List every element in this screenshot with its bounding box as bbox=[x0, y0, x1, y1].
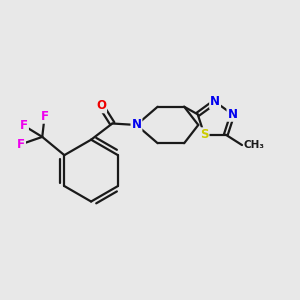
Text: O: O bbox=[96, 99, 106, 112]
Text: F: F bbox=[40, 110, 49, 123]
Text: N: N bbox=[227, 108, 237, 121]
Text: N: N bbox=[210, 95, 220, 108]
Text: F: F bbox=[20, 119, 28, 132]
Text: N: N bbox=[131, 118, 142, 131]
Text: F: F bbox=[17, 138, 25, 151]
Text: S: S bbox=[200, 128, 208, 141]
Text: CH₃: CH₃ bbox=[244, 140, 265, 150]
